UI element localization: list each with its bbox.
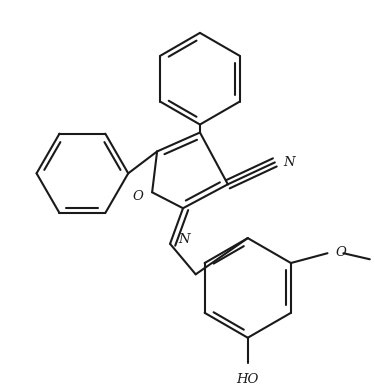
Text: N: N [178, 233, 190, 246]
Text: O: O [335, 246, 346, 259]
Text: N: N [283, 156, 294, 169]
Text: O: O [133, 190, 144, 203]
Text: HO: HO [237, 373, 259, 385]
